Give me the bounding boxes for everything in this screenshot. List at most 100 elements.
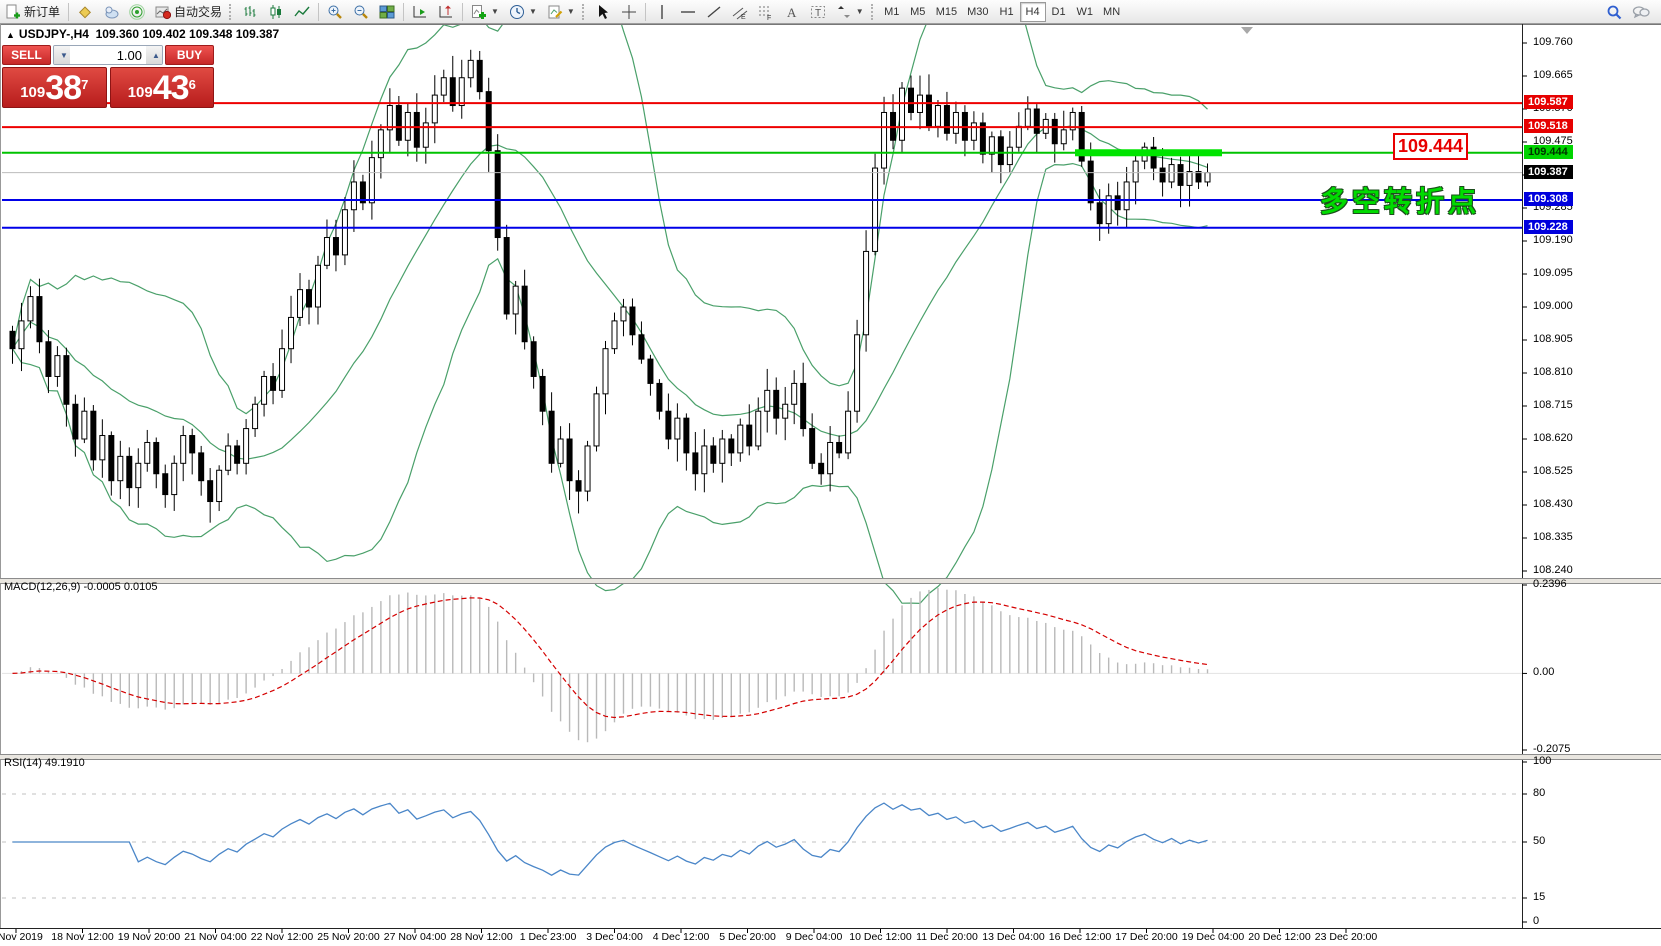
volume-stepper: ▼ ▲	[53, 45, 163, 65]
timeframe-h1-button[interactable]: H1	[994, 2, 1020, 22]
hline-price-badge: 109.518	[1524, 119, 1573, 134]
time-tick-label: 28 Nov 12:00	[450, 931, 513, 943]
timeframe-m30-button[interactable]: M30	[962, 2, 993, 22]
indicators-button[interactable]: ▼	[466, 2, 504, 22]
fibonacci-button[interactable]: F	[753, 2, 779, 22]
deposit-button[interactable]	[72, 2, 98, 22]
timeframe-mn-button[interactable]: MN	[1098, 2, 1125, 22]
hline-price-badge: 109.308	[1524, 192, 1573, 206]
candlestick-chart-button[interactable]	[263, 2, 289, 22]
price-tick-label: 108.810	[1533, 366, 1573, 378]
timeframe-d1-button[interactable]: D1	[1046, 2, 1072, 22]
community-button[interactable]	[98, 2, 124, 22]
price-tick-label: 108.335	[1533, 531, 1573, 543]
equidistant-channel-button[interactable]: E	[727, 2, 753, 22]
zoom-out-icon	[353, 4, 369, 20]
time-tick-label: 11 Dec 20:00	[916, 931, 978, 943]
toolbar-grip	[229, 3, 235, 20]
toolbar-separator	[462, 2, 464, 21]
timeframe-m1-button[interactable]: M1	[879, 2, 905, 22]
search-button[interactable]	[1601, 2, 1627, 22]
auto-scroll-button[interactable]	[407, 2, 433, 22]
horizontal-line-button[interactable]	[675, 2, 701, 22]
sell-price-integer: 109	[20, 84, 46, 101]
price-axis[interactable]: 109.760109.665109.570109.475109.380109.2…	[1524, 0, 1660, 946]
text-icon: A	[784, 4, 800, 20]
arrows-button[interactable]: ▼	[831, 2, 869, 22]
rsi-tick-label: 15	[1533, 891, 1546, 903]
sell-price-box[interactable]: 109 38 7	[2, 67, 107, 108]
bollinger-lower-band	[11, 162, 1208, 605]
zoom-in-button[interactable]	[322, 2, 348, 22]
text-label-button[interactable]: T	[805, 2, 831, 22]
time-tick-label: 13 Dec 04:00	[982, 931, 1045, 943]
vertical-line-button[interactable]	[649, 2, 675, 22]
crosshair-icon	[621, 4, 637, 20]
hline-price-badge: 109.587	[1524, 95, 1573, 110]
chart-shift-button[interactable]	[433, 2, 459, 22]
pane-splitter-rsi[interactable]	[0, 754, 1661, 760]
time-tick-label: 19 Dec 04:00	[1181, 931, 1245, 943]
timeframe-h4-button[interactable]: H4	[1019, 1, 1046, 22]
cursor-icon	[595, 4, 611, 20]
macd-signal-value: 0.0105	[123, 581, 158, 593]
chat-button[interactable]	[1627, 2, 1655, 22]
bar-ohlc-values: 109.360 109.402 109.348 109.387	[95, 27, 280, 41]
time-tick-label: 3 Dec 04:00	[586, 931, 643, 943]
collapse-arrow-icon[interactable]: ▲	[6, 30, 15, 40]
time-tick-label: 25 Nov 20:00	[317, 931, 380, 943]
highlight-segment-annotation[interactable]	[1075, 149, 1222, 157]
price-tick-label: 109.665	[1533, 69, 1573, 81]
zoom-out-button[interactable]	[348, 2, 374, 22]
trendline-button[interactable]	[701, 2, 727, 22]
pane-splitter-macd[interactable]	[0, 578, 1661, 584]
signals-button[interactable]	[124, 2, 150, 22]
templates-icon	[547, 4, 563, 20]
chart-shift-icon	[438, 4, 454, 20]
periods-button[interactable]: ▼	[504, 2, 542, 22]
timeframe-w1-button[interactable]: W1	[1072, 2, 1099, 22]
dropdown-caret-icon: ▼	[491, 7, 499, 16]
chinese-note-annotation[interactable]: 多空转折点	[1320, 186, 1481, 217]
text-button[interactable]: A	[779, 2, 805, 22]
indicators-add-icon	[471, 4, 487, 20]
toolbar-separator	[644, 2, 646, 21]
line-chart-button[interactable]	[289, 2, 315, 22]
macd-value: -0.0005	[83, 581, 121, 593]
volume-decrease-button[interactable]: ▼	[54, 46, 70, 64]
templates-button[interactable]: ▼	[542, 2, 580, 22]
price-tick-label: 108.905	[1533, 333, 1573, 345]
volume-increase-button[interactable]: ▲	[146, 46, 162, 64]
auto-trading-button[interactable]: 自动交易	[150, 2, 227, 22]
timeframe-m15-button[interactable]: M15	[931, 2, 962, 22]
timeframe-m5-button[interactable]: M5	[905, 2, 931, 22]
tile-windows-button[interactable]	[374, 2, 400, 22]
chart-shift-marker[interactable]	[1241, 27, 1253, 34]
hline-price-badge: 109.228	[1524, 219, 1573, 234]
sell-button[interactable]: SELL	[2, 45, 51, 65]
price-tag-annotation[interactable]: 109.444	[1393, 133, 1468, 160]
rsi-indicator-label: RSI(14) 49.1910	[4, 757, 85, 769]
crosshair-button[interactable]	[616, 2, 642, 22]
new-order-button[interactable]: 新订单	[0, 2, 65, 22]
cursor-button[interactable]	[590, 2, 616, 22]
time-tick-label: 4 Dec 12:00	[652, 931, 710, 943]
horizontal-line-icon	[680, 4, 696, 20]
buy-price-box[interactable]: 109 43 6	[109, 67, 214, 108]
rsi-line	[12, 802, 1208, 876]
bar-chart-icon	[242, 4, 258, 20]
volume-input[interactable]	[70, 46, 146, 64]
candlestick-series	[9, 49, 1211, 523]
bar-chart-button[interactable]	[237, 2, 263, 22]
buy-button[interactable]: BUY	[165, 45, 214, 65]
time-tick-label: 19 Nov 20:00	[117, 931, 181, 943]
dropdown-caret-icon: ▼	[528, 7, 537, 16]
line-chart-icon	[294, 4, 310, 20]
time-tick-label: 18 Nov 12:00	[51, 931, 114, 943]
price-tick-label: 109.190	[1533, 234, 1573, 246]
deposit-icon	[77, 4, 93, 20]
